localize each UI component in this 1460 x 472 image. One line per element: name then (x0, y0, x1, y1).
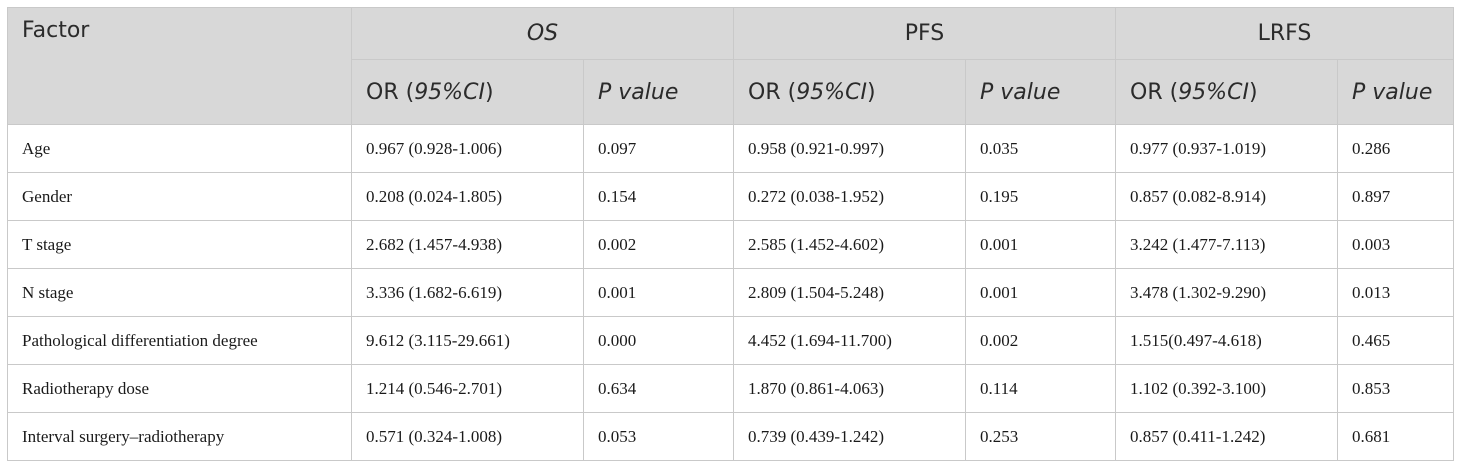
pfs-p-cell: 0.001 (965, 268, 1116, 317)
table-body: Age 0.967 (0.928-1.006) 0.097 0.958 (0.9… (7, 124, 1454, 461)
pfs-p-cell: 0.195 (965, 172, 1116, 221)
table-row: Age 0.967 (0.928-1.006) 0.097 0.958 (0.9… (7, 124, 1454, 173)
pfs-p-cell: 0.114 (965, 364, 1116, 413)
os-group-header: OS (351, 7, 734, 60)
lrfs-or-cell: 3.478 (1.302-9.290) (1115, 268, 1338, 317)
lrfs-or-cell: 0.977 (0.937-1.019) (1115, 124, 1338, 173)
table-row: Radiotherapy dose 1.214 (0.546-2.701) 0.… (7, 364, 1454, 413)
pfs-p-cell: 0.001 (965, 220, 1116, 269)
lrfs-p-cell: 0.013 (1337, 268, 1454, 317)
table-row: T stage 2.682 (1.457-4.938) 0.002 2.585 … (7, 220, 1454, 269)
table-row: N stage 3.336 (1.682-6.619) 0.001 2.809 … (7, 268, 1454, 317)
factor-cell: Age (7, 124, 352, 173)
os-p-cell: 0.053 (583, 412, 734, 461)
os-or-cell: 0.208 (0.024-1.805) (351, 172, 584, 221)
factor-cell: T stage (7, 220, 352, 269)
pfs-or-cell: 2.809 (1.504-5.248) (733, 268, 966, 317)
pfs-p-header: P value (965, 59, 1116, 125)
os-p-cell: 0.154 (583, 172, 734, 221)
table-row: Pathological differentiation degree 9.61… (7, 316, 1454, 365)
lrfs-or-cell: 0.857 (0.411-1.242) (1115, 412, 1338, 461)
os-or-cell: 3.336 (1.682-6.619) (351, 268, 584, 317)
factor-cell: Gender (7, 172, 352, 221)
lrfs-p-cell: 0.681 (1337, 412, 1454, 461)
lrfs-or-cell: 1.102 (0.392-3.100) (1115, 364, 1338, 413)
os-p-header: P value (583, 59, 734, 125)
factor-cell: Pathological differentiation degree (7, 316, 352, 365)
lrfs-or-cell: 0.857 (0.082-8.914) (1115, 172, 1338, 221)
lrfs-p-header: P value (1337, 59, 1454, 125)
table-row: Gender 0.208 (0.024-1.805) 0.154 0.272 (… (7, 172, 1454, 221)
os-or-cell: 0.967 (0.928-1.006) (351, 124, 584, 173)
os-or-cell: 2.682 (1.457-4.938) (351, 220, 584, 269)
pfs-group-header: PFS (733, 7, 1116, 60)
lrfs-p-cell: 0.853 (1337, 364, 1454, 413)
pfs-or-cell: 2.585 (1.452-4.602) (733, 220, 966, 269)
factor-cell: Interval surgery–radiotherapy (7, 412, 352, 461)
factor-header: Factor (7, 7, 352, 125)
lrfs-p-cell: 0.897 (1337, 172, 1454, 221)
os-or-cell: 0.571 (0.324-1.008) (351, 412, 584, 461)
os-p-cell: 0.634 (583, 364, 734, 413)
factor-cell: Radiotherapy dose (7, 364, 352, 413)
pfs-or-cell: 0.739 (0.439-1.242) (733, 412, 966, 461)
pfs-or-cell: 0.272 (0.038-1.952) (733, 172, 966, 221)
factor-cell: N stage (7, 268, 352, 317)
pfs-or-header: OR (95%CI) (733, 59, 966, 125)
table-header: Factor OS PFS LRFS OR (95%CI) P value OR… (7, 7, 1454, 125)
lrfs-p-cell: 0.286 (1337, 124, 1454, 173)
table-row: Interval surgery–radiotherapy 0.571 (0.3… (7, 412, 1454, 461)
pfs-p-cell: 0.035 (965, 124, 1116, 173)
os-p-cell: 0.097 (583, 124, 734, 173)
os-or-header: OR (95%CI) (351, 59, 584, 125)
pfs-or-cell: 0.958 (0.921-0.997) (733, 124, 966, 173)
lrfs-p-cell: 0.465 (1337, 316, 1454, 365)
os-p-cell: 0.001 (583, 268, 734, 317)
lrfs-or-cell: 3.242 (1.477-7.113) (1115, 220, 1338, 269)
lrfs-or-header: OR (95%CI) (1115, 59, 1338, 125)
os-or-cell: 9.612 (3.115-29.661) (351, 316, 584, 365)
pfs-p-cell: 0.002 (965, 316, 1116, 365)
lrfs-p-cell: 0.003 (1337, 220, 1454, 269)
regression-results-table: Factor OS PFS LRFS OR (95%CI) P value OR… (7, 7, 1454, 461)
os-or-cell: 1.214 (0.546-2.701) (351, 364, 584, 413)
pfs-p-cell: 0.253 (965, 412, 1116, 461)
pfs-or-cell: 4.452 (1.694-11.700) (733, 316, 966, 365)
results-table-container: Factor OS PFS LRFS OR (95%CI) P value OR… (7, 7, 1454, 461)
lrfs-group-header: LRFS (1115, 7, 1454, 60)
lrfs-or-cell: 1.515(0.497-4.618) (1115, 316, 1338, 365)
os-p-cell: 0.002 (583, 220, 734, 269)
pfs-or-cell: 1.870 (0.861-4.063) (733, 364, 966, 413)
os-p-cell: 0.000 (583, 316, 734, 365)
